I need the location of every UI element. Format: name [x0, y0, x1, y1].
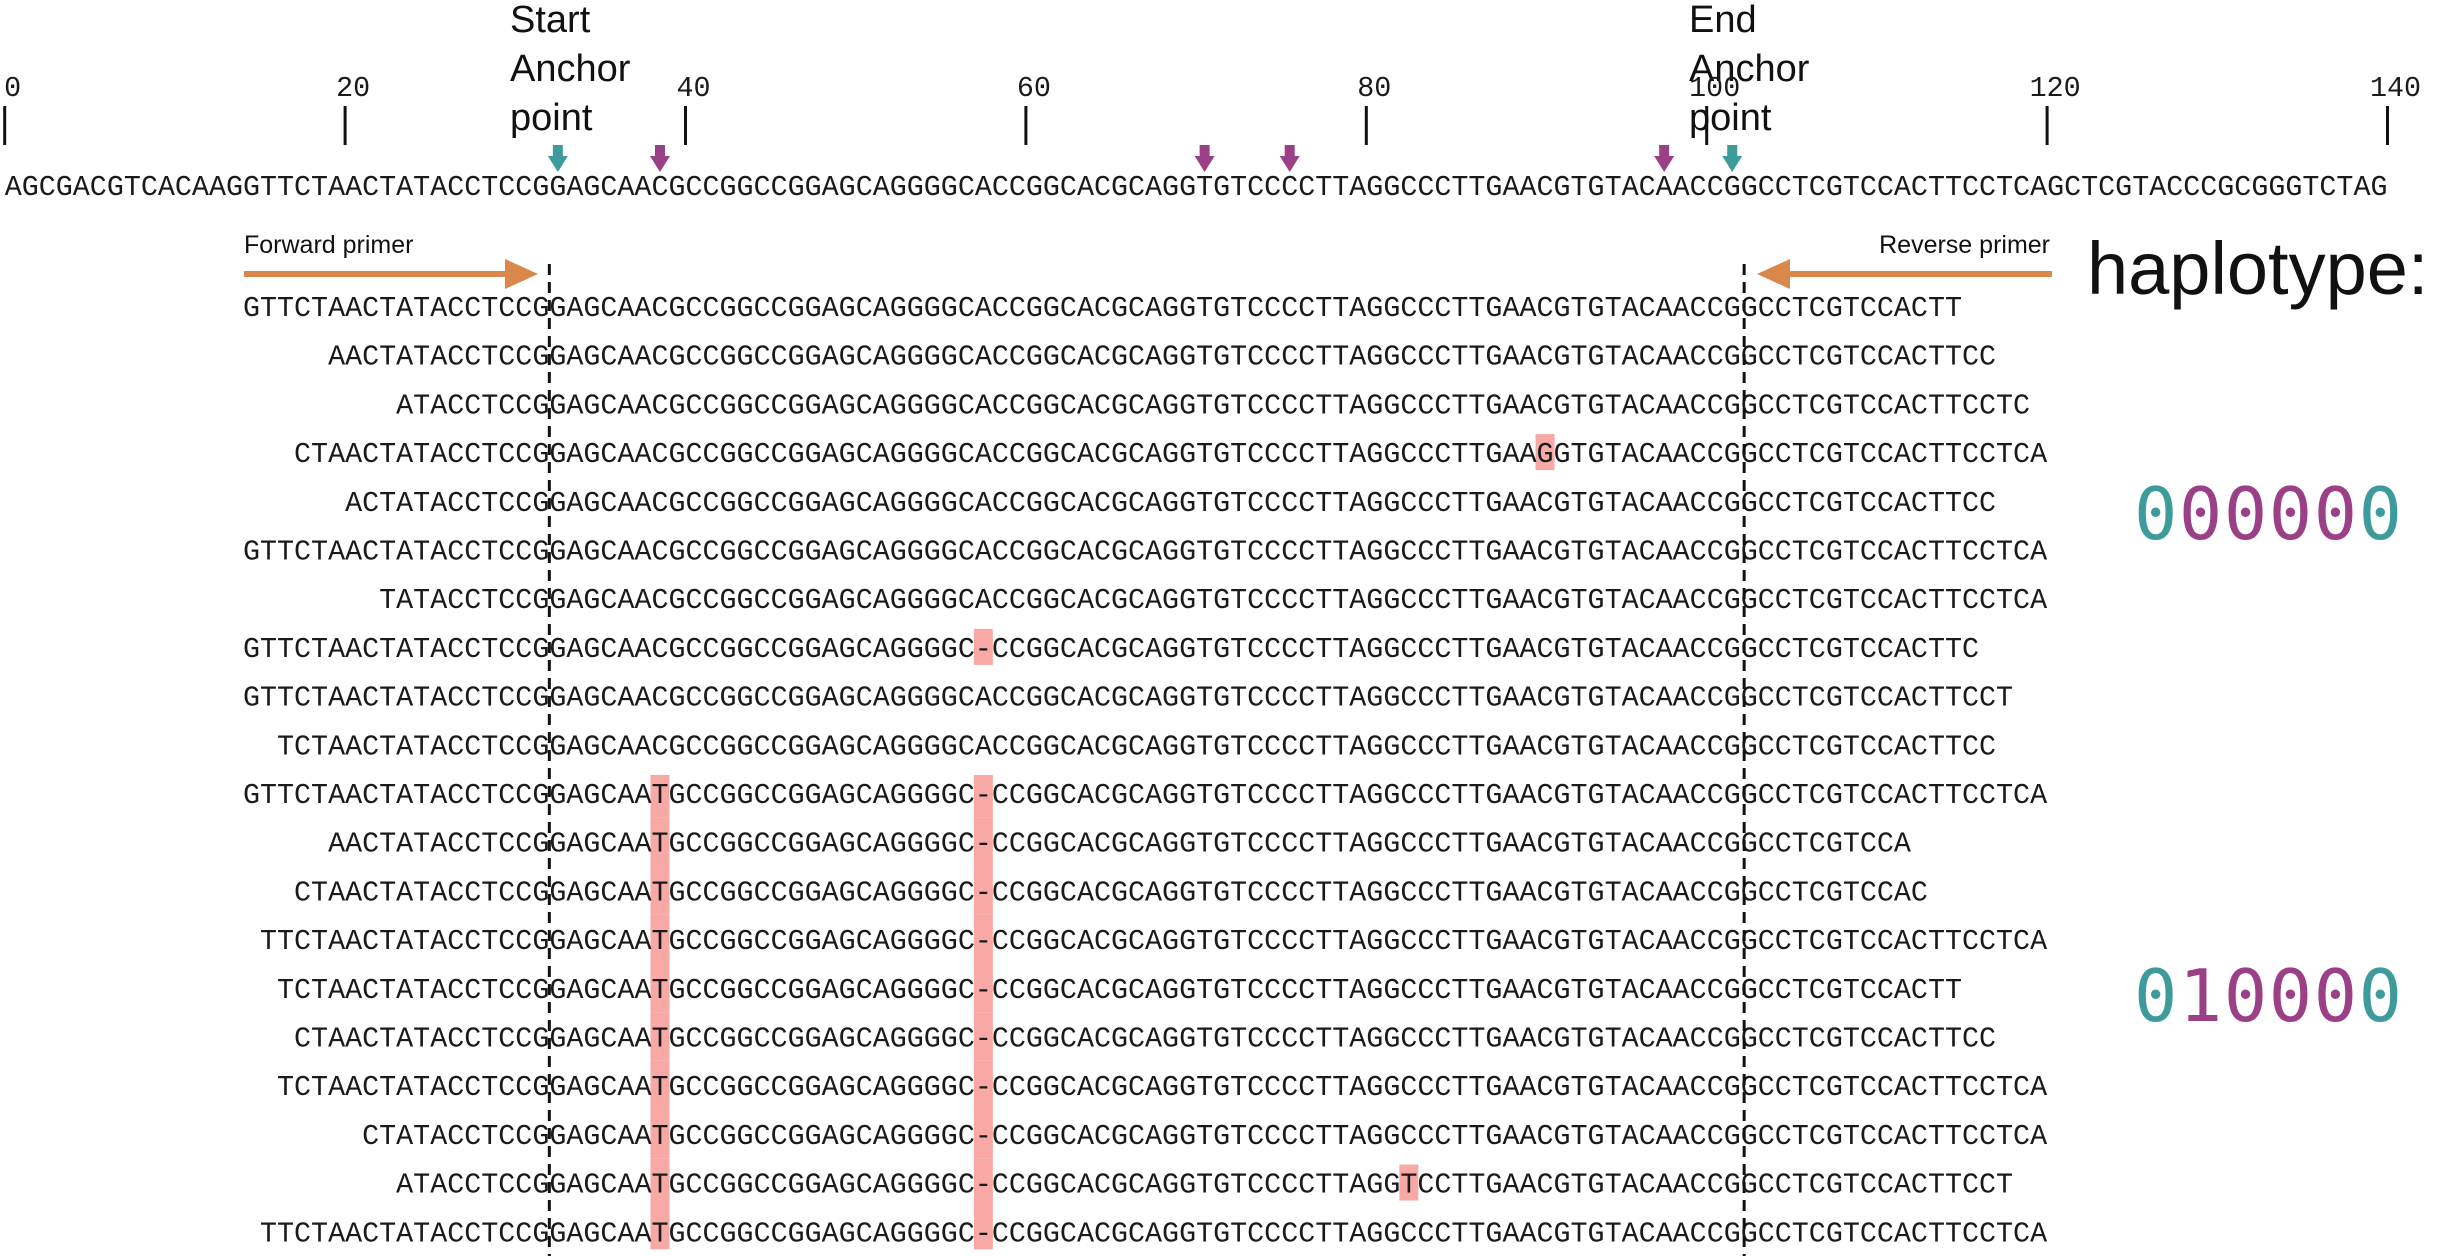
read-sequence: GTTCTAACTATACCTCCGGAGCAATGCCGGCCGGAGCAGG… [243, 779, 2047, 812]
ruler-label: 140 [2370, 72, 2421, 105]
haplotype-digit: 0 [2359, 954, 2402, 1038]
forward-primer-arrow [244, 259, 538, 289]
haplotype-digit: 0 [2134, 472, 2177, 556]
mismatch-highlight [650, 817, 670, 867]
mismatch-highlight [973, 1109, 993, 1159]
reverse-primer-label: Reverse primer [1879, 231, 2050, 259]
read-sequence: AACTATACCTCCGGAGCAACGCCGGCCGGAGCAGGGGCAC… [328, 341, 1996, 374]
haplotype-digit: 1 [2179, 954, 2222, 1038]
read-sequence: TTCTAACTATACCTCCGGAGCAATGCCGGCCGGAGCAGGG… [260, 1217, 2047, 1250]
position-marker [1654, 145, 1675, 172]
mismatch-highlight [973, 866, 993, 915]
highlights [650, 434, 1555, 1250]
mismatch-highlight [973, 963, 993, 1013]
read-sequence: TCTAACTATACCTCCGGAGCAATGCCGGCCGGAGCAGGGG… [277, 1071, 2047, 1104]
forward-primer-label: Forward primer [244, 231, 413, 259]
haplotype-digit: 0 [2224, 472, 2267, 556]
ruler-label: 120 [2030, 72, 2081, 105]
haplotype-digit: 0 [2359, 472, 2402, 556]
read-sequence: AACTATACCTCCGGAGCAATGCCGGCCGGAGCAGGGGC-C… [328, 828, 1911, 861]
mismatch-highlight [973, 775, 993, 818]
read-sequence: CTAACTATACCTCCGGAGCAATGCCGGCCGGAGCAGGGGC… [294, 876, 1928, 909]
position-marker [547, 145, 568, 172]
annotation-line: End [1689, 0, 1757, 41]
position-marker [1722, 145, 1743, 172]
mismatch-highlight [650, 1158, 670, 1207]
mismatch-highlight [650, 914, 670, 964]
read-sequence: GTTCTAACTATACCTCCGGAGCAACGCCGGCCGGAGCAGG… [243, 633, 1979, 666]
mismatch-highlight [650, 1012, 670, 1061]
ruler-label: 0 [4, 72, 21, 105]
haplotype-digit: 0 [2179, 472, 2222, 556]
reverse-primer-arrow [1757, 259, 2052, 289]
ruler-label: 20 [336, 72, 370, 105]
haplotype-digit: 0 [2269, 954, 2312, 1038]
mismatch-highlight [650, 866, 670, 915]
annotation-line: Anchor [1689, 48, 1810, 90]
mismatch-highlight [973, 1206, 993, 1250]
haplotype-digit: 0 [2134, 954, 2177, 1038]
haplotype-label: haplotype: [2087, 227, 2429, 310]
ruler-label: 60 [1017, 72, 1051, 105]
mismatch-highlight [973, 628, 993, 665]
read-sequence: TATACCTCCGGAGCAACGCCGGCCGGAGCAGGGGCACCGG… [379, 584, 2047, 617]
haplotype-code: 000000 [2134, 472, 2402, 556]
read-sequence: GTTCTAACTATACCTCCGGAGCAACGCCGGCCGGAGCAGG… [243, 536, 2047, 569]
read-sequence: GTTCTAACTATACCTCCGGAGCAACGCCGGCCGGAGCAGG… [243, 292, 1962, 325]
mismatch-highlight [973, 1060, 993, 1110]
ruler-label: 40 [676, 72, 710, 105]
mismatch-highlight [1399, 1164, 1419, 1201]
annotation-line: point [1689, 97, 1772, 139]
position-marker [1194, 145, 1215, 172]
read-sequence: ACTATACCTCCGGAGCAACGCCGGCCGGAGCAGGGGCACC… [345, 487, 1996, 520]
ruler-label: 100 [1689, 72, 1740, 105]
read-sequence: TCTAACTATACCTCCGGAGCAACGCCGGCCGGAGCAGGGG… [277, 730, 1996, 763]
read-sequence: TTCTAACTATACCTCCGGAGCAATGCCGGCCGGAGCAGGG… [260, 925, 2047, 958]
reference-sequence: AGCGACGTCACAAGGTTCTAACTATACCTCCGGAGCAACG… [5, 171, 2388, 204]
read-sequence: CTAACTATACCTCCGGAGCAATGCCGGCCGGAGCAGGGGC… [294, 1023, 1996, 1056]
haplotype-digit: 0 [2224, 954, 2267, 1038]
annotation-line: Anchor [510, 48, 631, 90]
ruler-label: 80 [1357, 72, 1391, 105]
arrow-head [1757, 259, 1790, 289]
haplotype-digit: 0 [2269, 472, 2312, 556]
start-anchor-label: Start Anchor point [510, 0, 631, 139]
read-sequence: CTATACCTCCGGAGCAATGCCGGCCGGAGCAGGGGC-CCG… [362, 1120, 2047, 1153]
mismatch-highlight [973, 1012, 993, 1061]
read-sequence: ATACCTCCGGAGCAATGCCGGCCGGAGCAGGGGC-CCGGC… [396, 1169, 2013, 1202]
read-sequence: GTTCTAACTATACCTCCGGAGCAACGCCGGCCGGAGCAGG… [243, 682, 2013, 715]
arrow-head [505, 259, 538, 289]
position-marker [1279, 145, 1300, 172]
annotation-line: point [510, 97, 593, 139]
read-sequence: TCTAACTATACCTCCGGAGCAATGCCGGCCGGAGCAGGGG… [277, 974, 1962, 1007]
mismatch-highlight [650, 775, 670, 818]
mismatch-highlight [650, 963, 670, 1013]
mismatch-highlight [973, 914, 993, 964]
content: 0 20 40 60 80 100 120 140AGCGACGTCACAAGGTTCTAAC… [3, 72, 2421, 1256]
haplotype-digit: 0 [2314, 472, 2357, 556]
mismatch-highlight [973, 1158, 993, 1207]
mismatch-highlight [650, 1109, 670, 1159]
position-marker [649, 145, 670, 172]
mismatch-highlight [1535, 434, 1555, 471]
mismatch-highlight [650, 1206, 670, 1250]
haplotype-code: 010000 [2134, 954, 2402, 1038]
read-sequence: CTAACTATACCTCCGGAGCAACGCCGGCCGGAGCAGGGGC… [294, 438, 2047, 471]
mismatch-highlight [650, 1060, 670, 1110]
end-anchor-label: End Anchor point [1689, 0, 1810, 139]
read-sequence: ATACCTCCGGAGCAACGCCGGCCGGAGCAGGGGCACCGGC… [396, 389, 2030, 422]
annotation-line: Start [510, 0, 591, 41]
mismatch-highlight [973, 817, 993, 867]
haplotype-digit: 0 [2314, 954, 2357, 1038]
